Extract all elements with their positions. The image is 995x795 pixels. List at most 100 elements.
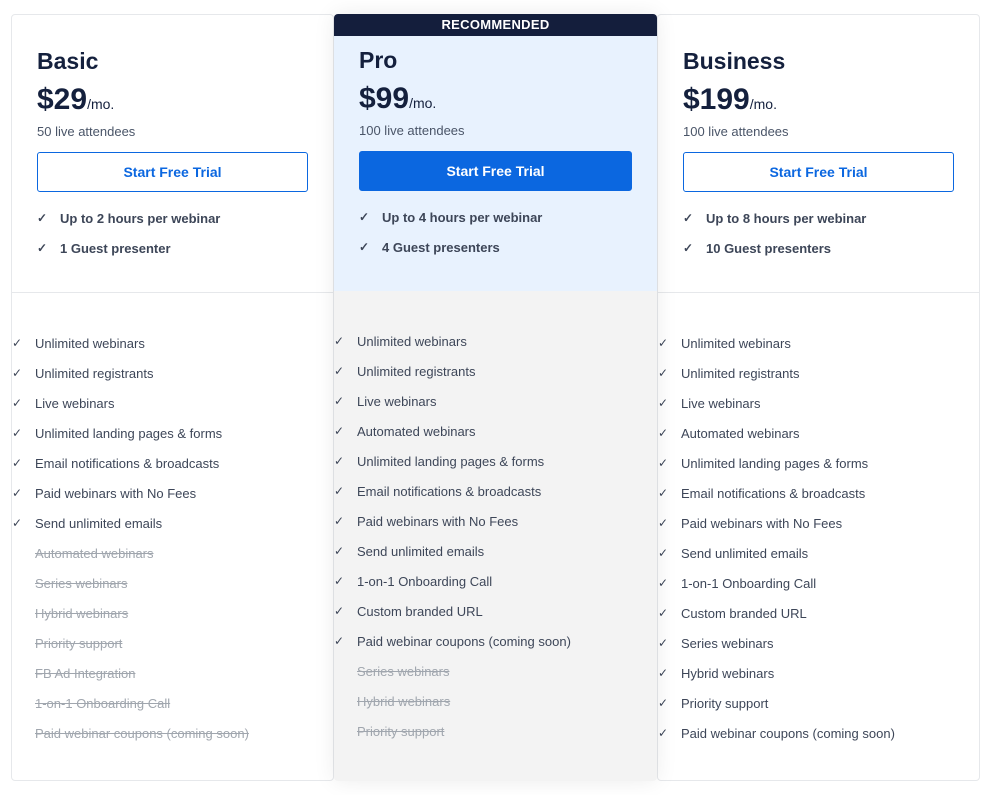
- feature-label: Paid webinar coupons (coming soon): [35, 725, 249, 741]
- price-period: /mo.: [749, 96, 777, 112]
- feature-item: ✓ Up to 4 hours per webinar: [359, 202, 632, 232]
- start-free-trial-button[interactable]: Start Free Trial: [359, 151, 632, 191]
- check-icon: ✓: [12, 456, 23, 470]
- check-icon: ✓: [12, 516, 23, 530]
- feature-label: Up to 2 hours per webinar: [60, 210, 221, 226]
- check-icon: ✓: [37, 241, 48, 255]
- feature-label: Email notifications & broadcasts: [35, 455, 220, 471]
- feature-label: Custom branded URL: [681, 605, 807, 621]
- recommended-badge: RECOMMENDED: [334, 14, 657, 36]
- feature-item: ✓ Unlimited registrants: [334, 356, 657, 386]
- check-icon: ✓: [334, 394, 345, 408]
- feature-item: Paid webinar coupons (coming soon): [12, 718, 333, 748]
- feature-item: 1-on-1 Onboarding Call: [12, 688, 333, 718]
- plan-card-basic: Basic $29/mo. 50 live attendees Start Free …: [11, 14, 334, 781]
- check-icon: ✓: [359, 210, 370, 224]
- feature-label: Paid webinars with No Fees: [35, 485, 197, 501]
- check-icon: ✓: [658, 636, 669, 650]
- feature-label: Priority support: [681, 695, 769, 711]
- feature-item: ✓ Series webinars: [658, 628, 979, 658]
- check-icon: ✓: [658, 486, 669, 500]
- check-icon: ✓: [658, 726, 669, 740]
- check-icon: ✓: [334, 484, 345, 498]
- plan-header: Pro $99/mo. 100 live attendees Start Free T…: [334, 36, 657, 291]
- feature-label: 1 Guest presenter: [60, 240, 171, 256]
- highlight-list: ✓ Up to 4 hours per webinar ✓ 4 Guest prese…: [359, 202, 632, 262]
- feature-label: Automated webinars: [681, 425, 800, 441]
- check-icon: ✓: [658, 366, 669, 380]
- feature-item: ✓ Automated webinars: [658, 418, 979, 448]
- feature-label: Up to 4 hours per webinar: [382, 209, 543, 225]
- feature-item: ✓ Send unlimited emails: [334, 536, 657, 566]
- feature-item: Hybrid webinars: [12, 598, 333, 628]
- feature-label: Automated webinars: [35, 545, 154, 561]
- check-icon: ✓: [334, 604, 345, 618]
- feature-label: Unlimited landing pages & forms: [35, 425, 223, 441]
- check-icon: ✓: [658, 516, 669, 530]
- attendees-limit: 100 live attendees: [683, 124, 789, 139]
- feature-label: 1-on-1 Onboarding Call: [35, 695, 171, 711]
- plan-name: Business: [683, 48, 786, 74]
- feature-list: ✓ Unlimited webinars ✓ Unlimited registrant…: [12, 328, 333, 748]
- feature-label: Series webinars: [681, 635, 774, 651]
- feature-item: ✓ 10 Guest presenters: [683, 233, 954, 263]
- feature-item: ✓ Unlimited registrants: [658, 358, 979, 388]
- feature-label: Unlimited webinars: [357, 333, 467, 349]
- feature-label: Hybrid webinars: [681, 665, 775, 681]
- feature-item: ✓ Custom branded URL: [658, 598, 979, 628]
- feature-label: Paid webinar coupons (coming soon): [681, 725, 895, 741]
- feature-label: Up to 8 hours per webinar: [706, 210, 867, 226]
- check-icon: ✓: [658, 456, 669, 470]
- check-icon: ✓: [359, 240, 370, 254]
- feature-item: ✓ Unlimited landing pages & forms: [658, 448, 979, 478]
- check-icon: ✓: [12, 336, 23, 350]
- check-icon: ✓: [334, 334, 345, 348]
- feature-label: Unlimited registrants: [35, 365, 154, 381]
- start-free-trial-button[interactable]: Start Free Trial: [683, 152, 954, 192]
- feature-item: ✓ Paid webinar coupons (coming soon): [658, 718, 979, 748]
- feature-label: Unlimited webinars: [35, 335, 145, 351]
- check-icon: ✓: [334, 634, 345, 648]
- feature-item: ✓ Paid webinar coupons (coming soon): [334, 626, 657, 656]
- feature-item: ✓ Send unlimited emails: [12, 508, 333, 538]
- start-free-trial-button[interactable]: Start Free Trial: [37, 152, 308, 192]
- check-icon: ✓: [334, 364, 345, 378]
- feature-item: ✓ Priority support: [658, 688, 979, 718]
- feature-label: Series webinars: [357, 663, 450, 679]
- feature-item: ✓ Unlimited registrants: [12, 358, 333, 388]
- feature-item: Priority support: [12, 628, 333, 658]
- feature-item: FB Ad Integration: [12, 658, 333, 688]
- check-icon: ✓: [12, 366, 23, 380]
- plan-card-business: Business $199/mo. 100 live attendees Start …: [657, 14, 980, 781]
- feature-label: Unlimited landing pages & forms: [681, 455, 869, 471]
- feature-item: ✓ Send unlimited emails: [658, 538, 979, 568]
- plan-price: $99/mo.: [359, 82, 436, 116]
- feature-label: Email notifications & broadcasts: [681, 485, 866, 501]
- check-icon: ✓: [334, 424, 345, 438]
- plan-price: $29/mo.: [37, 83, 114, 117]
- feature-label: Paid webinar coupons (coming soon): [357, 633, 571, 649]
- feature-item: ✓ Email notifications & broadcasts: [12, 448, 333, 478]
- check-icon: ✓: [658, 606, 669, 620]
- feature-label: Hybrid webinars: [35, 605, 129, 621]
- price-amount: $199: [683, 83, 750, 116]
- highlight-list: ✓ Up to 8 hours per webinar ✓ 10 Guest pres…: [683, 203, 954, 263]
- feature-label: FB Ad Integration: [35, 665, 136, 681]
- plan-card-pro: RECOMMENDED Pro $99/mo. 100 live attendees S…: [334, 14, 657, 781]
- attendees-limit: 100 live attendees: [359, 123, 465, 138]
- plan-price: $199/mo.: [683, 83, 777, 117]
- check-icon: ✓: [683, 241, 694, 255]
- check-icon: ✓: [658, 666, 669, 680]
- feature-list: ✓ Unlimited webinars ✓ Unlimited registrant…: [334, 326, 657, 746]
- price-amount: $29: [37, 83, 88, 116]
- attendees-limit: 50 live attendees: [37, 124, 136, 139]
- check-icon: ✓: [12, 396, 23, 410]
- feature-item: ✓ Live webinars: [12, 388, 333, 418]
- check-icon: ✓: [334, 544, 345, 558]
- feature-item: ✓ Live webinars: [334, 386, 657, 416]
- feature-item: ✓ Automated webinars: [334, 416, 657, 446]
- feature-label: Series webinars: [35, 575, 128, 591]
- feature-label: Live webinars: [35, 395, 115, 411]
- plan-name: Basic: [37, 48, 99, 74]
- feature-item: ✓ Unlimited landing pages & forms: [334, 446, 657, 476]
